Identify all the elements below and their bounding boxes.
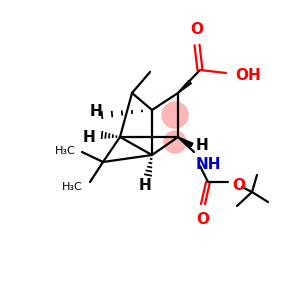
Text: O: O	[232, 178, 245, 193]
Polygon shape	[178, 137, 193, 147]
Text: O: O	[190, 22, 203, 37]
Text: NH: NH	[196, 157, 221, 172]
Text: H₃C: H₃C	[55, 146, 76, 156]
Text: OH: OH	[235, 68, 261, 82]
Text: O: O	[196, 212, 209, 227]
Text: H: H	[139, 178, 152, 193]
Circle shape	[162, 102, 188, 128]
Polygon shape	[178, 80, 191, 93]
Text: H: H	[90, 104, 102, 119]
Circle shape	[164, 131, 186, 153]
Text: H: H	[196, 139, 209, 154]
Text: H: H	[82, 130, 95, 146]
Text: H₃C: H₃C	[62, 182, 83, 192]
